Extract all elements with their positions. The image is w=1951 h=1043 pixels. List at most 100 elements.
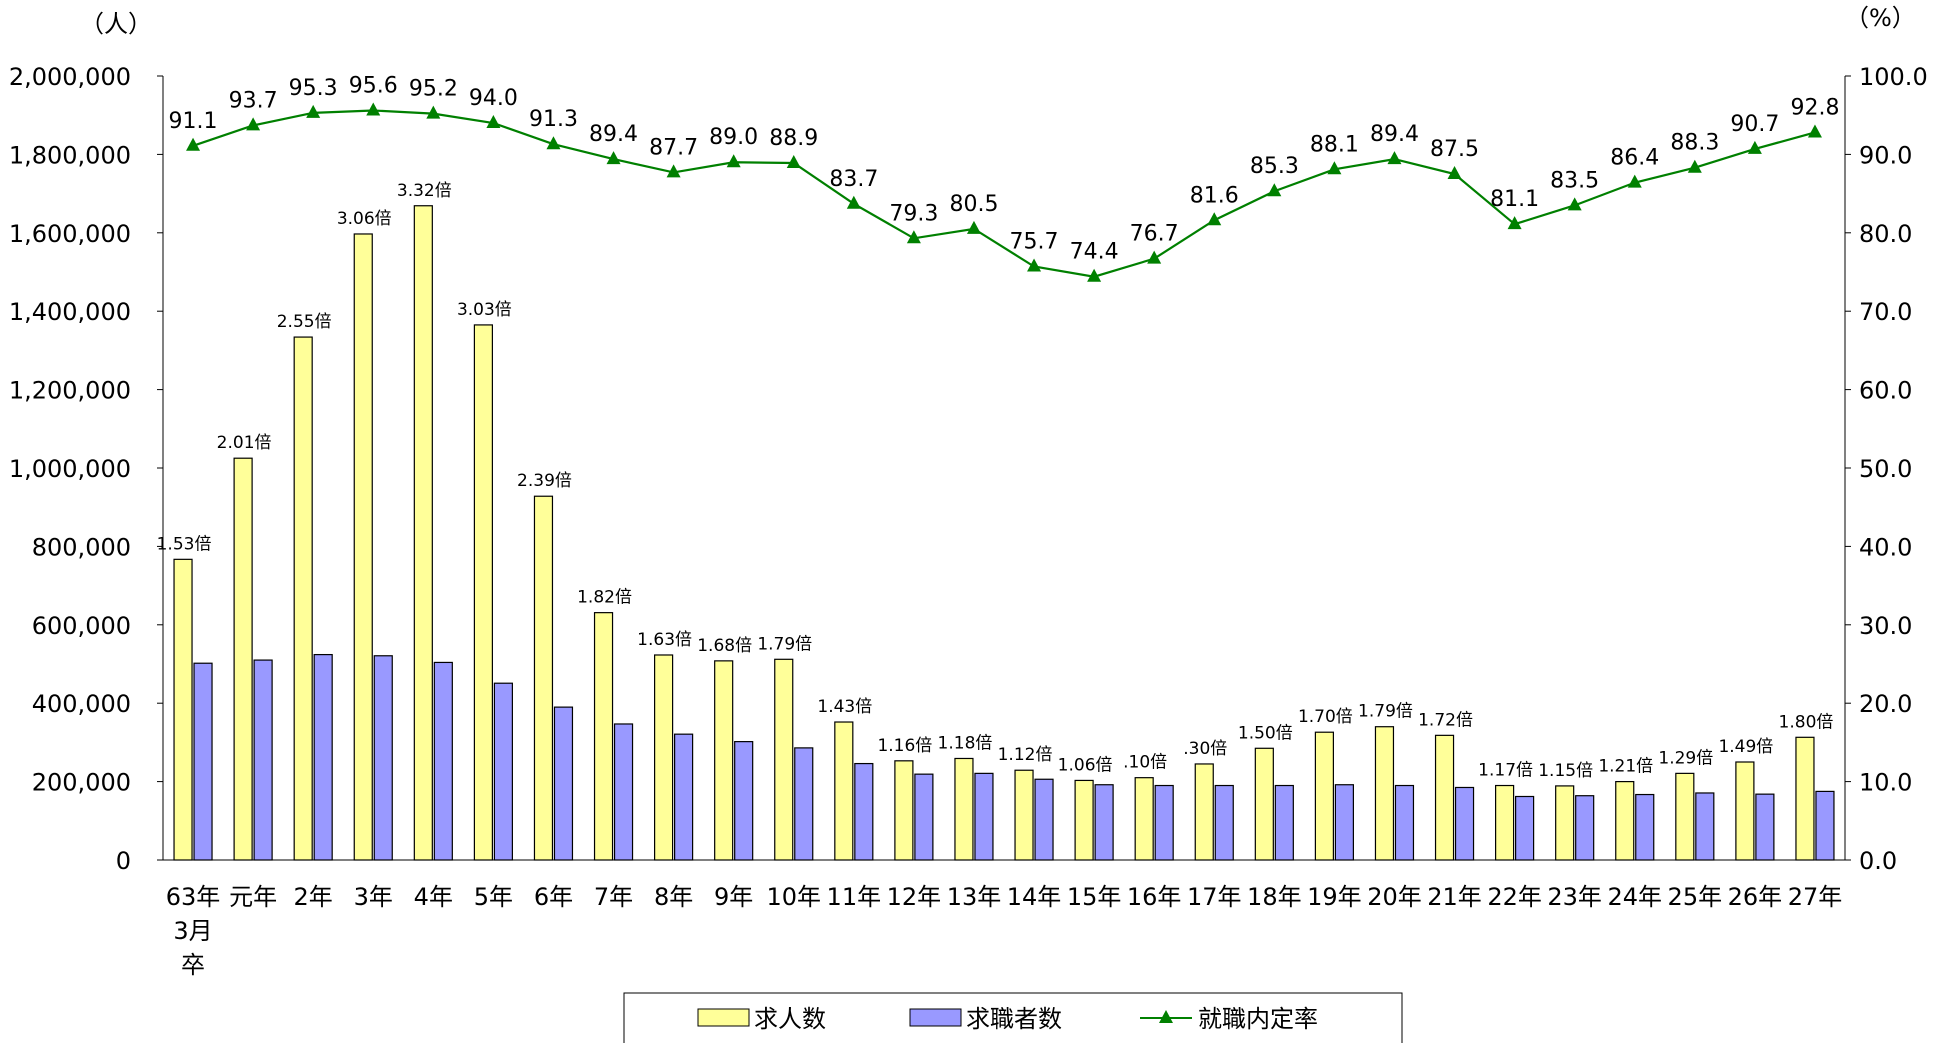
- legend-frame: [623, 992, 1403, 1043]
- right-tick-label: 60.0: [1859, 377, 1912, 405]
- bar-jobs: [473, 324, 493, 861]
- bar-jobs: [1434, 734, 1455, 861]
- rate-label: 89.4: [1370, 122, 1419, 147]
- bar-seekers: [1755, 793, 1775, 861]
- left-tick-label: 1,400,000: [9, 298, 131, 326]
- bar-seekers: [1575, 795, 1595, 861]
- x-tick-label: 17年: [1187, 883, 1242, 911]
- ratio-label: 1.80倍: [1779, 712, 1834, 732]
- rate-marker: [366, 102, 381, 116]
- rate-label: 83.7: [829, 167, 878, 192]
- rate-label: 91.1: [169, 109, 218, 134]
- rate-line: 91.1 93.7 95.3 95.6 95.2 94.0 91.3 89.4 87.7 89.0…: [169, 73, 1839, 282]
- left-tick-label: 1,800,000: [9, 141, 131, 169]
- rate-marker: [786, 155, 801, 169]
- bar-jobs: [834, 721, 854, 861]
- rate-label: 80.5: [949, 192, 998, 217]
- left-tick-label: 200,000: [32, 769, 131, 797]
- bar-seekers: [553, 706, 574, 861]
- x-tick-label: 22年: [1487, 883, 1542, 911]
- rate-label: 95.6: [349, 73, 398, 98]
- bar-jobs: [1254, 747, 1274, 861]
- bar-seekers: [373, 655, 393, 861]
- bar-seekers: [854, 762, 874, 861]
- x-tick-label: 4年: [414, 883, 453, 911]
- rate-marker: [1747, 140, 1762, 154]
- ratio-label: 1.49倍: [1718, 737, 1773, 757]
- ratio-label: 1.79倍: [757, 634, 812, 654]
- bar-jobs: [1014, 769, 1034, 861]
- rate-marker: [246, 117, 261, 131]
- ratio-label: 1.72倍: [1418, 710, 1473, 730]
- bar-seekers: [1394, 784, 1415, 861]
- ratio-label: 1.16倍: [877, 736, 932, 756]
- ratio-label: 1.50倍: [1238, 723, 1293, 743]
- right-tick-label: 70.0: [1859, 298, 1912, 326]
- rate-label: 76.7: [1130, 222, 1179, 247]
- bar-jobs: [533, 495, 554, 861]
- ratio-label: 1.82倍: [577, 588, 632, 608]
- rate-label: 88.1: [1310, 132, 1359, 157]
- ratio-label: 1.68倍: [697, 636, 752, 656]
- x-tick-label: 14年: [1007, 883, 1062, 911]
- bar-jobs: [233, 457, 253, 861]
- left-axis-unit: （人）: [80, 10, 152, 38]
- bar-seekers: [1515, 795, 1535, 861]
- right-tick-label: 0.0: [1859, 847, 1897, 875]
- x-tick-label: 19年: [1307, 883, 1362, 911]
- ratio-label: 3.32倍: [397, 181, 452, 201]
- rate-label: 94.0: [469, 86, 518, 111]
- rate-label: 89.0: [709, 125, 758, 150]
- rate-marker: [186, 137, 201, 151]
- bar-seekers: [734, 741, 754, 861]
- right-tick-label: 30.0: [1859, 612, 1912, 640]
- rate-label: 81.6: [1190, 183, 1239, 208]
- x-tick-label: 12年: [887, 883, 942, 911]
- rate-label: 95.2: [409, 77, 458, 102]
- bar-seekers: [313, 653, 333, 861]
- x-tick-label: 6年: [534, 883, 573, 911]
- x-tick-label: 63年 3月卒: [166, 883, 221, 979]
- rate-marker: [1387, 151, 1402, 165]
- legend-swatch-jobs: [697, 1008, 750, 1027]
- x-tick-label: 8年: [654, 883, 693, 911]
- bar-seekers: [1815, 790, 1835, 861]
- rate-marker: [1207, 212, 1222, 226]
- rate-label: 85.3: [1250, 154, 1299, 179]
- bar-jobs: [353, 233, 373, 861]
- left-tick-label: 400,000: [32, 690, 131, 718]
- bar-jobs: [1134, 777, 1154, 861]
- bar-seekers: [1274, 784, 1294, 861]
- rate-marker: [1267, 183, 1282, 197]
- bar-seekers: [253, 659, 273, 861]
- rate-label: 74.4: [1070, 240, 1119, 265]
- ratio-label: 1.18倍: [938, 733, 993, 753]
- ratio-label: 1.63倍: [637, 630, 692, 650]
- bar-jobs: [654, 654, 674, 861]
- x-tick-label: 10年: [766, 883, 821, 911]
- legend-label-jobs: 求人数: [754, 1005, 826, 1033]
- x-tick-label: 5年: [474, 883, 513, 911]
- bar-jobs: [774, 658, 794, 861]
- rate-marker: [726, 154, 741, 168]
- right-tick-label: 50.0: [1859, 455, 1912, 483]
- bar-jobs: [593, 612, 614, 861]
- bar-seekers: [1635, 793, 1655, 861]
- x-tick-label: 23年: [1547, 883, 1602, 911]
- legend-swatch-seekers: [909, 1008, 962, 1027]
- right-axis-unit: （%）: [1845, 4, 1916, 32]
- ratio-label: 3.06倍: [337, 209, 392, 229]
- ratio-label: 2.39倍: [517, 471, 572, 491]
- bar-seekers: [674, 733, 694, 861]
- rate-label: 95.3: [289, 76, 338, 101]
- bar-jobs: [173, 558, 193, 861]
- rate-marker: [1147, 250, 1162, 264]
- ratio-label: 1.15倍: [1538, 761, 1593, 781]
- bar-jobs: [1615, 780, 1635, 861]
- bar-seekers: [1454, 786, 1475, 861]
- ratio-label: 1.17倍: [1478, 761, 1533, 781]
- rate-marker: [1627, 174, 1642, 188]
- x-tick-label: 7年: [594, 883, 633, 911]
- bar-jobs: [1314, 731, 1334, 861]
- left-tick-label: 600,000: [32, 612, 131, 640]
